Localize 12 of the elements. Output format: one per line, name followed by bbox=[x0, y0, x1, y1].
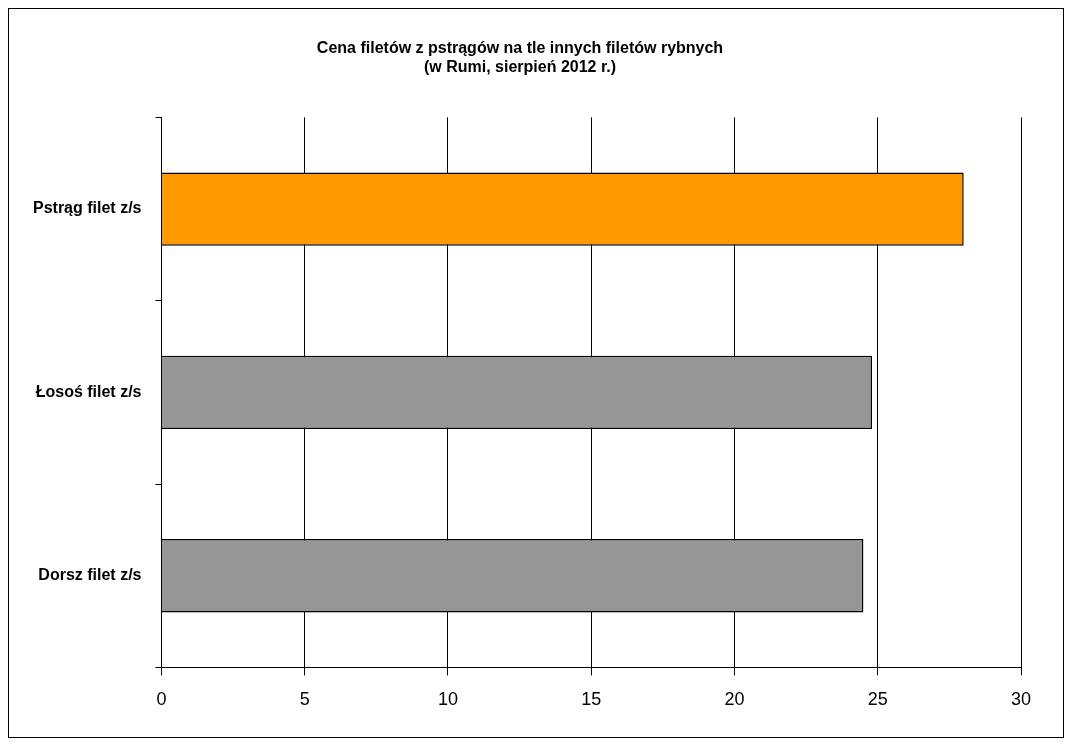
x-tick-label: 10 bbox=[437, 689, 458, 710]
y-tick-label: Pstrąg filet z/s bbox=[32, 199, 142, 217]
x-tick-label: 5 bbox=[299, 689, 310, 710]
x-tick-label: 20 bbox=[724, 689, 745, 710]
x-tick-label: 0 bbox=[156, 689, 167, 710]
chart-subtitle: (w Rumi, sierpień 2012 r.) bbox=[423, 58, 617, 76]
x-tick-label: 15 bbox=[581, 689, 602, 710]
x-tick-label: 30 bbox=[1010, 689, 1032, 710]
y-tick-label: Dorsz filet z/s bbox=[38, 566, 142, 584]
chart-title: Cena filetów z pstrągów na tle innych filetów rybnych bbox=[316, 39, 724, 57]
x-tick-label: 25 bbox=[867, 689, 888, 710]
y-tick-label: Łosoś filet z/s bbox=[35, 382, 142, 400]
